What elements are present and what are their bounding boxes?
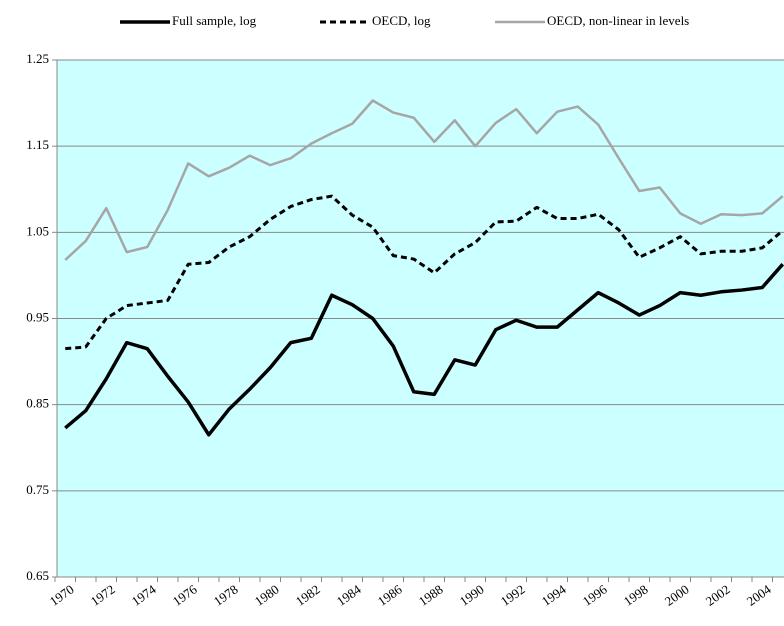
x-tick-label: 1992 (498, 582, 528, 609)
x-tick-label: 1984 (334, 581, 364, 608)
x-tick-label: 1980 (252, 582, 282, 609)
x-tick-label: 1978 (211, 582, 241, 609)
x-tick-label: 1986 (375, 581, 405, 608)
y-tick-label: 0.95 (26, 309, 49, 324)
x-tick-label: 1994 (539, 581, 569, 608)
x-tick-label: 1970 (47, 582, 77, 609)
legend-label: OECD, non-linear in levels (547, 13, 689, 28)
x-tick-label: 1976 (170, 581, 200, 608)
series-line (64, 99, 784, 261)
y-tick-label: 1.25 (26, 51, 49, 66)
series-line (64, 263, 784, 437)
x-tick-label: 2000 (662, 582, 692, 609)
legend-label: Full sample, log (172, 13, 257, 28)
legend-label: OECD, log (372, 13, 431, 28)
x-tick-label: 2002 (703, 582, 733, 609)
x-tick-label: 1996 (580, 581, 610, 608)
y-tick-label: 1.05 (26, 223, 49, 238)
y-tick-label: 0.65 (26, 568, 49, 583)
x-tick-label: 1998 (621, 582, 651, 609)
x-tick-label: 1982 (293, 582, 323, 609)
x-tick-label: 1972 (88, 582, 118, 609)
series-line (65, 194, 784, 351)
x-tick-label: 2004 (744, 581, 774, 608)
y-tick-label: 1.15 (26, 137, 49, 152)
x-tick-label: 1988 (416, 582, 446, 609)
y-tick-label: 0.75 (26, 482, 49, 497)
y-tick-label: 0.85 (26, 396, 49, 411)
x-tick-label: 1990 (457, 582, 487, 609)
x-tick-label: 1974 (129, 581, 159, 608)
